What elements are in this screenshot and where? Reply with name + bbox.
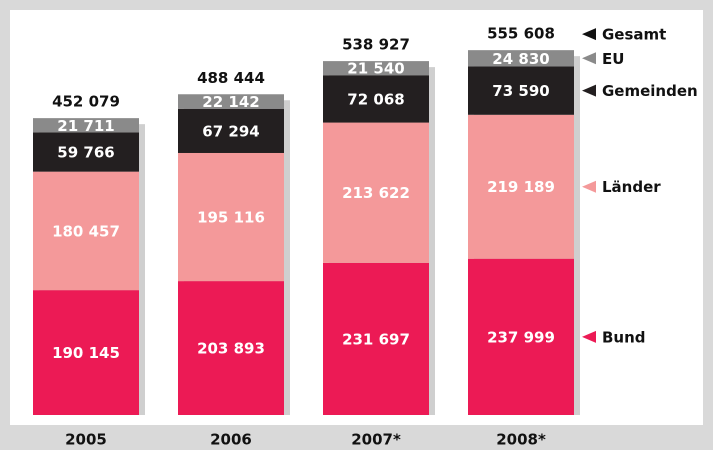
x-tick-label: 2006 (210, 431, 252, 449)
bar-segment (178, 281, 284, 415)
legend-marker (582, 28, 596, 41)
value-label: 219 189 (487, 178, 555, 196)
bar-segment (178, 94, 284, 109)
value-label: 21 540 (347, 60, 404, 78)
total-label: 538 927 (342, 36, 410, 54)
legend-label: Gesamt (602, 26, 666, 44)
legend-label: Bund (602, 328, 646, 346)
bar-segment (468, 114, 574, 259)
value-label: 213 622 (342, 184, 410, 202)
bar-segment (468, 50, 574, 67)
legend-marker (582, 180, 596, 193)
value-label: 190 145 (52, 344, 120, 362)
bar-segment (178, 152, 284, 282)
x-tick-label: 2007* (351, 431, 401, 449)
legend-marker (582, 84, 596, 97)
legend-label: Länder (602, 178, 661, 196)
value-label: 72 068 (347, 90, 404, 108)
bar-segment (33, 118, 139, 133)
value-label: 22 142 (202, 93, 259, 111)
bar-segment (323, 262, 429, 415)
bar-segment (468, 258, 574, 415)
bar-segment (323, 61, 429, 76)
legend-marker (582, 330, 596, 343)
total-label: 488 444 (197, 69, 265, 87)
bar-segment (323, 122, 429, 263)
legend-label: Gemeinden (602, 82, 698, 100)
bar-segment (33, 290, 139, 415)
value-label: 180 457 (52, 222, 120, 240)
value-label: 195 116 (197, 209, 265, 227)
x-tick-label: 2008* (496, 431, 546, 449)
bar-segment (33, 171, 139, 291)
value-label: 24 830 (492, 50, 549, 68)
total-label: 452 079 (52, 93, 120, 111)
value-label: 237 999 (487, 328, 555, 346)
legend-marker (582, 52, 596, 65)
bar-segment (178, 108, 284, 153)
value-label: 73 590 (492, 82, 549, 100)
total-label: 555 608 (487, 25, 555, 43)
value-label: 231 697 (342, 330, 410, 348)
value-label: 203 893 (197, 340, 265, 358)
value-label: 67 294 (202, 122, 259, 140)
bar-segment (33, 132, 139, 172)
bar-segment (468, 66, 574, 115)
value-label: 21 711 (57, 117, 114, 135)
legend-label: EU (602, 50, 624, 68)
x-tick-label: 2005 (65, 431, 107, 449)
bar-segment (323, 75, 429, 123)
value-label: 59 766 (57, 144, 114, 162)
